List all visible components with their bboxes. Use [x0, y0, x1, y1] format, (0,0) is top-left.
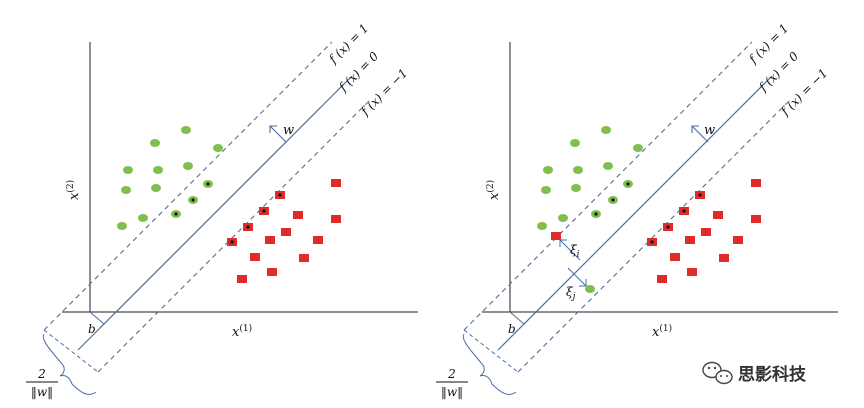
- x2-axis-label: x(2): [485, 180, 502, 200]
- support-vector-marker: [650, 240, 654, 244]
- positive-point: [151, 184, 161, 192]
- support-vector-marker: [262, 209, 266, 213]
- negative-point: [293, 211, 303, 219]
- x1-axis-label: x(1): [232, 323, 252, 340]
- negative-point: [670, 253, 680, 261]
- negative-point: [331, 179, 341, 187]
- margin-line-negative: [97, 101, 369, 373]
- misclassified-negative-point: [551, 232, 561, 240]
- support-vector-marker: [246, 225, 250, 229]
- positive-point: [601, 126, 611, 134]
- misclassified-positive-point: [585, 285, 595, 293]
- margin-line-positive: [43, 41, 333, 331]
- positive-point: [117, 222, 127, 230]
- normal-vector-w: [269, 125, 287, 143]
- negative-point: [751, 215, 761, 223]
- negative-point: [687, 268, 697, 276]
- xi-i-label: ξi: [570, 243, 580, 260]
- support-vector-marker: [191, 198, 195, 202]
- margin-width-fraction: 2 ‖w‖: [436, 367, 468, 399]
- support-vector-marker: [682, 209, 686, 213]
- w-label: w: [704, 123, 715, 138]
- xi-j-label: ξj: [566, 285, 576, 302]
- margin-cap-bottom: [463, 329, 519, 373]
- positive-point: [181, 126, 191, 134]
- positive-point: [183, 162, 193, 170]
- margin-brace: [42, 333, 97, 395]
- slack-arrow-xi-j: [567, 267, 587, 287]
- w-label: w: [283, 123, 294, 138]
- negative-point: [265, 236, 275, 244]
- support-vector-marker: [278, 193, 282, 197]
- margin-line-negative: [517, 101, 789, 373]
- positive-point: [213, 144, 223, 152]
- negative-point: [237, 275, 247, 283]
- support-vector-marker: [174, 212, 178, 216]
- decision-hyperplane: [77, 75, 353, 351]
- b-offset-line: [509, 311, 525, 325]
- support-vector-marker: [698, 193, 702, 197]
- x2-axis-label: x(2): [65, 180, 82, 200]
- positive-point: [121, 186, 131, 194]
- support-vector-marker: [206, 182, 210, 186]
- negative-point: [713, 211, 723, 219]
- panel-hard-margin: x(2) x(1) f (x) = 1 f (x) = 0 f (x) = −1…: [26, 21, 418, 399]
- watermark-text: 思影科技: [738, 364, 807, 385]
- negative-point: [733, 236, 743, 244]
- positive-point: [150, 139, 160, 147]
- x1-axis-label: x(1): [652, 323, 672, 340]
- points-left: [117, 126, 341, 283]
- positive-point: [543, 166, 553, 174]
- panel-soft-margin: x(2) x(1) f (x) = 1 f (x) = 0 f (x) = −1…: [436, 21, 838, 399]
- negative-point: [299, 254, 309, 262]
- negative-point: [685, 236, 695, 244]
- support-vector-marker: [666, 225, 670, 229]
- b-offset-line: [89, 311, 105, 325]
- margin-width-fraction: 2 ‖w‖: [26, 367, 58, 399]
- positive-point: [541, 186, 551, 194]
- svg-text:2: 2: [447, 367, 456, 381]
- positive-point: [153, 166, 163, 174]
- margin-cap-bottom: [43, 329, 99, 373]
- svg-text:‖w‖: ‖w‖: [31, 385, 53, 399]
- b-label: b: [508, 322, 516, 336]
- negative-point: [250, 253, 260, 261]
- positive-point: [123, 166, 133, 174]
- margin-brace: [462, 333, 517, 395]
- positive-point: [558, 214, 568, 222]
- negative-point: [313, 236, 323, 244]
- positive-point: [573, 166, 583, 174]
- normal-vector-w: [691, 125, 709, 143]
- positive-point: [633, 144, 643, 152]
- svg-text:2: 2: [37, 367, 46, 381]
- svg-text:‖w‖: ‖w‖: [441, 385, 463, 399]
- positive-point: [603, 162, 613, 170]
- margin-line-positive: [463, 41, 753, 331]
- watermark: 思影科技: [702, 361, 807, 385]
- points-right: [537, 126, 761, 293]
- negative-point: [657, 275, 667, 283]
- negative-point: [331, 215, 341, 223]
- decision-hyperplane: [497, 75, 773, 351]
- positive-point: [571, 184, 581, 192]
- negative-point: [719, 254, 729, 262]
- negative-point: [701, 228, 711, 236]
- b-label: b: [88, 322, 96, 336]
- negative-point: [281, 228, 291, 236]
- negative-point: [267, 268, 277, 276]
- wechat-icon: [702, 361, 733, 385]
- positive-point: [570, 139, 580, 147]
- support-vector-marker: [626, 182, 630, 186]
- support-vector-marker: [594, 212, 598, 216]
- support-vector-marker: [611, 198, 615, 202]
- positive-point: [138, 214, 148, 222]
- support-vector-marker: [230, 240, 234, 244]
- positive-point: [537, 222, 547, 230]
- negative-point: [751, 179, 761, 187]
